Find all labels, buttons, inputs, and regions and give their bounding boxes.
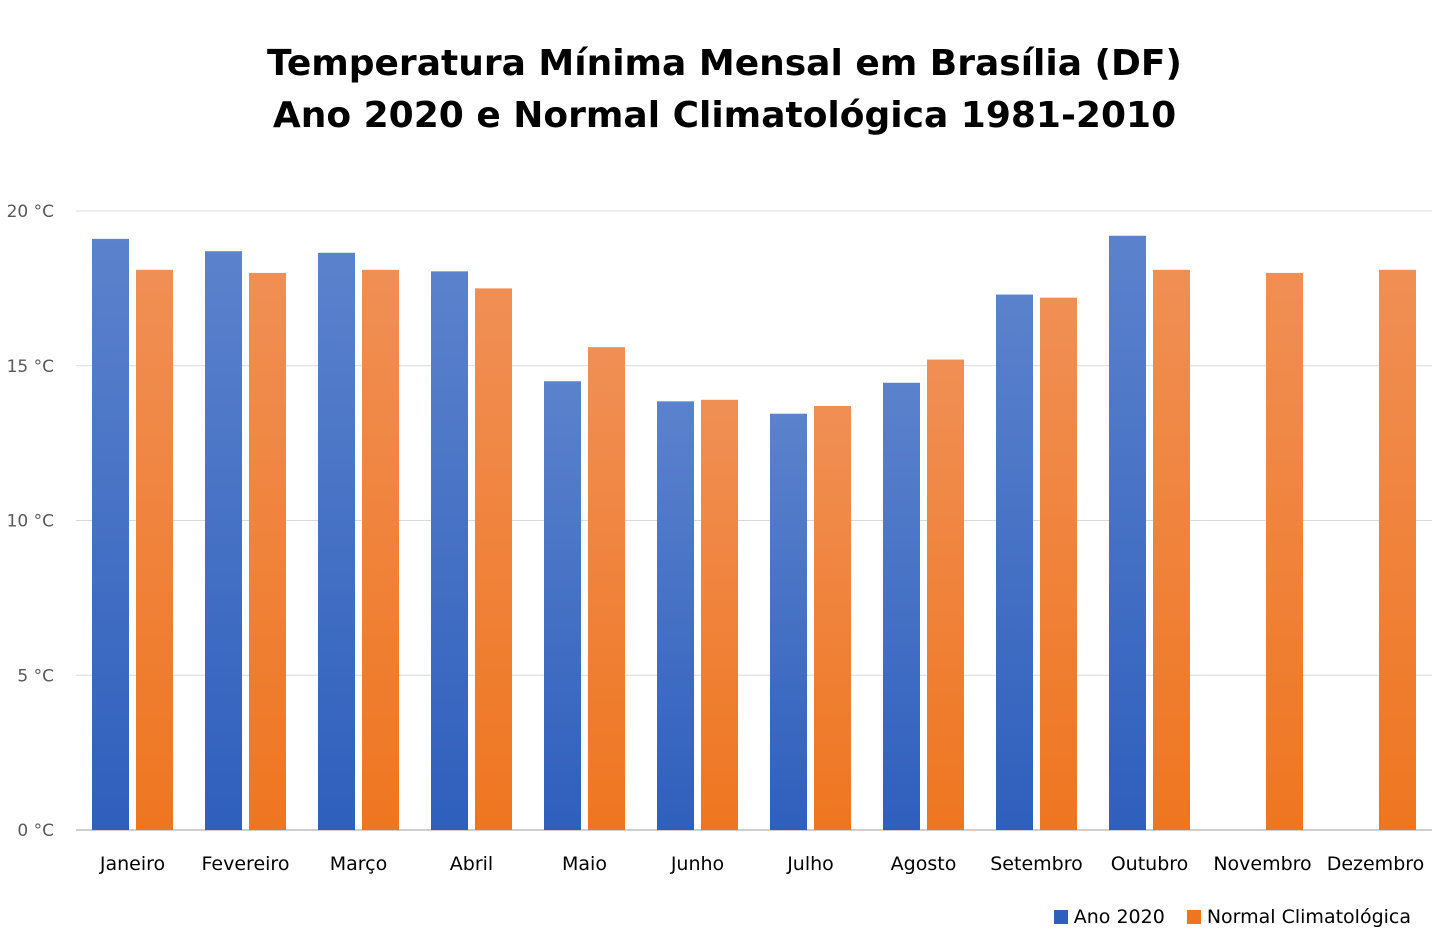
bar-normal-abril xyxy=(475,288,512,830)
x-category-label: Maio xyxy=(562,853,607,875)
chart-title: Temperatura Mínima Mensal em Brasília (D… xyxy=(0,38,1449,142)
x-axis-category-labels: Janeiro Fevereiro Março Abril Maio Junho Julho… xyxy=(99,853,1424,875)
x-category-label: Outubro xyxy=(1111,853,1189,875)
bar-ano-2020-junho xyxy=(657,401,694,830)
bar-ano-2020-agosto xyxy=(883,382,920,830)
bar-normal-fevereiro xyxy=(249,272,286,830)
bar-ano-2020-março xyxy=(318,252,355,831)
y-axis-tick-labels: 0 °C 5 °C 10 °C 15 °C 20 °C xyxy=(7,202,54,841)
bars xyxy=(92,235,1416,831)
y-tick-label: 20 °C xyxy=(7,202,54,222)
bar-ano-2020-julho xyxy=(770,413,807,830)
chart-title-line-2: Ano 2020 e Normal Climatológica 1981-201… xyxy=(272,95,1177,136)
bar-ano-2020-maio xyxy=(544,381,581,830)
x-category-label: Abril xyxy=(450,853,493,875)
x-category-label: Setembro xyxy=(990,853,1082,875)
y-tick-label: 5 °C xyxy=(17,666,54,686)
bar-normal-janeiro xyxy=(136,269,173,830)
bar-ano-2020-janeiro xyxy=(92,238,129,831)
legend-swatch-ano-2020 xyxy=(1053,910,1068,924)
legend-item-normal-climatologica: Normal Climatológica xyxy=(1186,906,1411,928)
bar-normal-junho xyxy=(701,399,738,830)
bar-normal-outubro xyxy=(1153,269,1190,830)
legend-label-ano-2020: Ano 2020 xyxy=(1073,906,1165,928)
x-category-label: Agosto xyxy=(891,853,957,875)
x-category-label: Fevereiro xyxy=(202,853,290,875)
bar-normal-dezembro xyxy=(1379,269,1416,830)
x-category-label: Julho xyxy=(786,853,834,875)
chart-title-line-1: Temperatura Mínima Mensal em Brasília (D… xyxy=(267,43,1182,84)
y-tick-label: 15 °C xyxy=(7,357,54,377)
bar-normal-novembro xyxy=(1266,272,1303,830)
bar-normal-agosto xyxy=(927,359,964,830)
legend-item-ano-2020: Ano 2020 xyxy=(1053,906,1165,928)
bar-ano-2020-outubro xyxy=(1109,235,1146,830)
bar-normal-maio xyxy=(588,347,625,830)
y-tick-label: 0 °C xyxy=(17,821,54,841)
legend-swatch-normal-climatologica xyxy=(1186,910,1201,924)
x-category-label: Janeiro xyxy=(99,853,165,875)
y-tick-label: 10 °C xyxy=(7,512,54,532)
legend: Ano 2020 Normal Climatológica xyxy=(1032,906,1411,928)
bar-normal-março xyxy=(362,269,399,830)
x-category-label: Junho xyxy=(670,853,724,875)
legend-label-normal-climatologica: Normal Climatológica xyxy=(1206,906,1411,928)
bar-normal-julho xyxy=(814,405,851,830)
bar-ano-2020-abril xyxy=(431,271,468,830)
bar-normal-setembro xyxy=(1040,297,1077,830)
x-category-label: Novembro xyxy=(1213,853,1311,875)
bar-ano-2020-setembro xyxy=(996,294,1033,830)
x-category-label: Dezembro xyxy=(1327,853,1425,875)
bar-ano-2020-fevereiro xyxy=(205,251,242,831)
x-category-label: Março xyxy=(330,853,388,875)
gridlines xyxy=(76,210,1432,831)
